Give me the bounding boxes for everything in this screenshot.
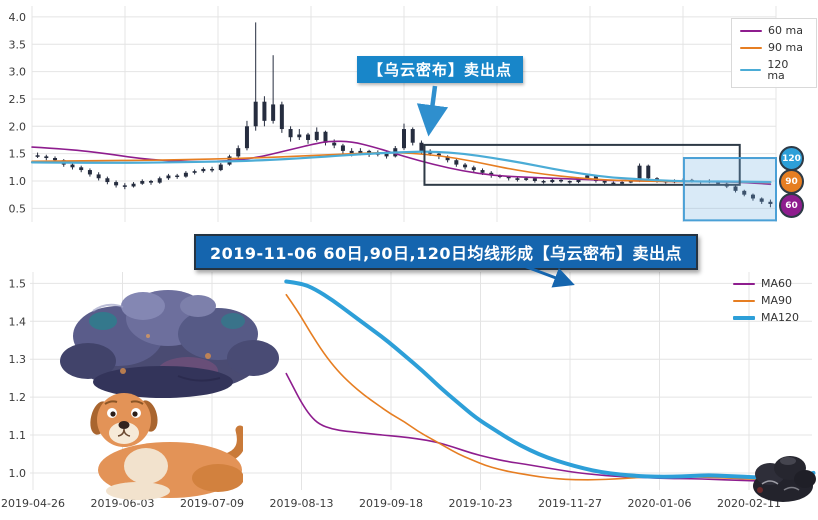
x-axis-label: 2019-11-27 bbox=[538, 497, 602, 510]
legend-swatch-icon bbox=[740, 29, 762, 32]
bottom-y-tick-label: 1.1 bbox=[9, 429, 27, 442]
x-axis-label: 2019-10-23 bbox=[449, 497, 513, 510]
legend-item-90ma[interactable]: 90 ma bbox=[740, 42, 808, 53]
legend-swatch-icon bbox=[733, 282, 755, 285]
ma-line-90ma bbox=[31, 151, 772, 184]
legend-label: MA90 bbox=[761, 294, 793, 307]
legend-swatch-icon bbox=[733, 315, 755, 320]
top-grid bbox=[31, 6, 777, 222]
storm-cloud-small-icon bbox=[753, 456, 816, 502]
top-y-tick-label: 3.0 bbox=[9, 66, 27, 79]
bottom-y-tick-label: 1.5 bbox=[9, 277, 27, 290]
legend-label: MA60 bbox=[761, 277, 793, 290]
top-y-tick-label: 2.0 bbox=[9, 120, 27, 133]
bottom-y-tick-label: 1.3 bbox=[9, 353, 27, 366]
x-axis-label: 2019-04-26 bbox=[1, 497, 65, 510]
bottom-y-tick-label: 1.2 bbox=[9, 391, 27, 404]
annotation-banner: 2019-11-06 60日,90日,120日均线形成【乌云密布】卖出点 bbox=[194, 234, 699, 270]
legend-item-MA90[interactable]: MA90 bbox=[733, 295, 799, 306]
legend-label: MA120 bbox=[761, 311, 800, 324]
x-axis-label: 2020-02-11 bbox=[717, 497, 781, 510]
top-y-tick-label: 0.5 bbox=[9, 202, 27, 215]
x-axis-label: 2020-01-06 bbox=[628, 497, 692, 510]
ma-line-MA120 bbox=[284, 279, 816, 481]
x-axis-label: 2019-07-09 bbox=[180, 497, 244, 510]
top-y-tick-label: 1.5 bbox=[9, 148, 27, 161]
legend-item-MA60[interactable]: MA60 bbox=[733, 278, 799, 289]
top-chart-legend: 60 ma 90 ma 120 ma bbox=[731, 18, 817, 88]
ma-badge-60: 60 bbox=[779, 193, 804, 218]
dark-cloud-region-rect bbox=[423, 143, 741, 186]
top-y-tick-label: 3.5 bbox=[9, 38, 27, 51]
callout-arrow-icon bbox=[416, 85, 449, 137]
dog-icon bbox=[90, 393, 243, 500]
ma-badge-90: 90 bbox=[779, 169, 804, 194]
top-y-tick-label: 2.5 bbox=[9, 93, 27, 106]
bottom-chart-legend: MA60 MA90 MA120 bbox=[733, 278, 799, 323]
legend-label: 120 ma bbox=[767, 58, 789, 82]
banner-arrow-icon bbox=[523, 264, 575, 288]
storm-cloud-large-icon bbox=[60, 290, 279, 398]
x-axis-label: 2019-09-18 bbox=[359, 497, 423, 510]
top-chart[interactable]: 0.5 1.0 1.5 2.0 2.5 3.0 3.5 4.0 bbox=[0, 0, 818, 232]
legend-item-60ma[interactable]: 60 ma bbox=[740, 25, 808, 36]
sell-point-callout: 【乌云密布】卖出点 bbox=[357, 56, 524, 83]
top-y-tick-label: 1.0 bbox=[9, 175, 27, 188]
sell-zone-rect bbox=[682, 157, 777, 222]
ma-badge-120: 120 bbox=[779, 146, 804, 171]
bottom-y-tick-label: 1.0 bbox=[9, 467, 27, 480]
bottom-y-tick-label: 1.4 bbox=[9, 315, 27, 328]
legend-label: 90 ma bbox=[768, 41, 803, 54]
legend-item-120ma[interactable]: 120 ma bbox=[740, 59, 808, 81]
legend-swatch-icon bbox=[740, 69, 762, 71]
legend-label: 60 ma bbox=[768, 24, 803, 37]
legend-swatch-icon bbox=[733, 299, 755, 302]
x-axis-label: 2019-08-13 bbox=[270, 497, 334, 510]
top-y-tick-label: 4.0 bbox=[9, 11, 27, 24]
ma-line-120ma bbox=[30, 150, 772, 184]
legend-item-MA120[interactable]: MA120 bbox=[733, 312, 799, 323]
x-axis-label: 2019-06-03 bbox=[91, 497, 155, 510]
legend-swatch-icon bbox=[740, 46, 762, 49]
ma-line-MA60 bbox=[285, 372, 815, 482]
